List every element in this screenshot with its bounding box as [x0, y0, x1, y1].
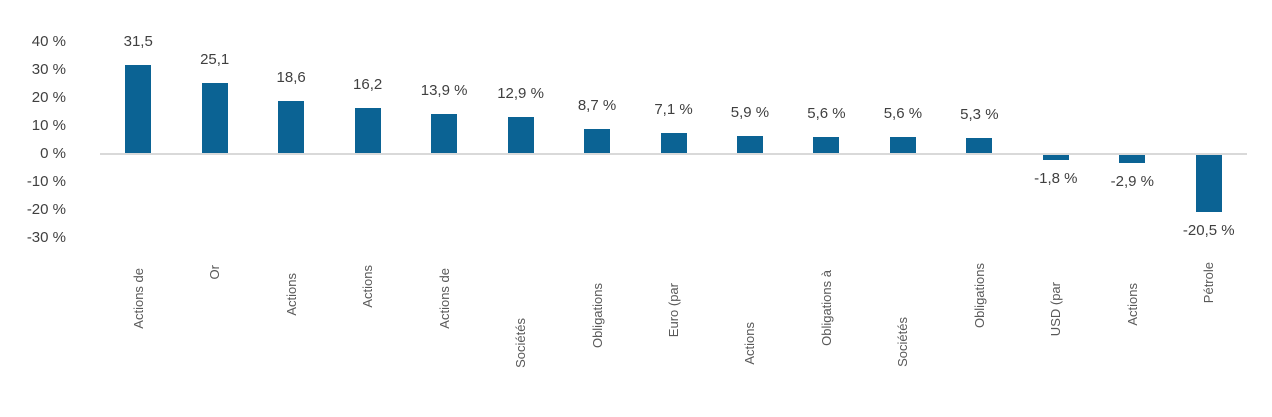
category-label-box-1: Actions de [98, 268, 178, 417]
category-label: Sociétés [513, 318, 529, 368]
value-label-8: 7,1 % [654, 101, 693, 119]
bar-13 [1042, 155, 1069, 161]
category-label: Or [207, 265, 223, 280]
bar-9 [736, 136, 763, 153]
y-axis-tick-label: -30 % [26, 229, 66, 246]
value-label-14: -2,9 % [1110, 173, 1154, 191]
bar-8 [660, 133, 687, 153]
zero-axis-line [100, 153, 1247, 155]
category-label: Actions [742, 322, 758, 365]
bar-3 [278, 100, 305, 153]
bar-11 [889, 137, 916, 153]
category-label: Euro (par [666, 283, 681, 338]
category-label: Actions de [436, 268, 452, 329]
category-label-box-7: Obligations [557, 283, 637, 417]
category-label-box-14: Actions [1092, 283, 1172, 417]
bar-12 [966, 138, 993, 153]
category-label: Sociétés [895, 317, 911, 367]
category-label-box-5: Actions de [404, 268, 484, 417]
bar-4 [354, 107, 381, 153]
category-label-box-2: Or [175, 265, 255, 417]
y-axis-tick-label: 30 % [31, 61, 66, 78]
category-label: Obligations à [818, 270, 834, 346]
category-label-box-3: Actions [251, 273, 331, 417]
value-label-11: 5,6 % [883, 105, 923, 123]
category-label: Pétrole [1201, 262, 1217, 304]
value-label-1: 31,5 [123, 32, 153, 50]
bar-1 [125, 64, 152, 153]
bar-6 [507, 116, 534, 153]
value-label-3: 18,6 [276, 68, 306, 86]
category-label: USD (par [1048, 282, 1064, 337]
category-label: Actions [283, 273, 299, 316]
value-label-2: 25,1 [200, 50, 230, 68]
bar-5 [431, 114, 458, 153]
value-label-5: 13,9 % [420, 82, 468, 100]
bar-15 [1195, 155, 1222, 213]
y-axis-tick-label: 0 % [40, 145, 66, 162]
category-label: Obligations [971, 263, 987, 329]
y-axis-tick-label: -10 % [26, 173, 66, 190]
category-label-box-4: Actions [328, 265, 408, 417]
y-axis-tick-label: 20 % [31, 89, 66, 106]
category-label: Actions [1124, 283, 1140, 326]
value-label-10: 5,6 % [807, 105, 846, 123]
value-label-15: -20,5 % [1182, 222, 1235, 240]
value-label-4: 16,2 [353, 75, 383, 93]
value-label-6: 12,9 % [497, 84, 544, 102]
value-label-13: -1,8 % [1034, 170, 1078, 188]
category-label-box-13: USD (par [1016, 282, 1096, 417]
category-label-box-6: Sociétés [481, 318, 561, 417]
bar-7 [584, 128, 611, 153]
category-label-box-9: Actions [710, 322, 790, 417]
value-label-9: 5,9 % [730, 104, 770, 122]
category-label: Obligations [589, 283, 605, 349]
category-label-box-12: Obligations [939, 263, 1019, 417]
bar-14 [1119, 155, 1146, 164]
y-axis-tick-label: 10 % [31, 117, 66, 134]
bar-10 [813, 137, 840, 153]
category-label-box-8: Euro (par [634, 283, 714, 417]
category-label-box-15: Pétrole [1169, 262, 1249, 417]
y-axis-tick-label: 40 % [31, 33, 66, 50]
bar-2 [201, 82, 228, 153]
y-axis-tick-label: -20 % [26, 201, 66, 218]
value-label-7: 8,7 % [577, 96, 617, 114]
category-label: Actions [360, 265, 376, 308]
category-label-box-11: Sociétés [863, 317, 943, 417]
value-label-12: 5,3 % [960, 106, 999, 124]
category-label-box-10: Obligations à [786, 270, 866, 417]
category-label: Actions de [130, 268, 146, 329]
